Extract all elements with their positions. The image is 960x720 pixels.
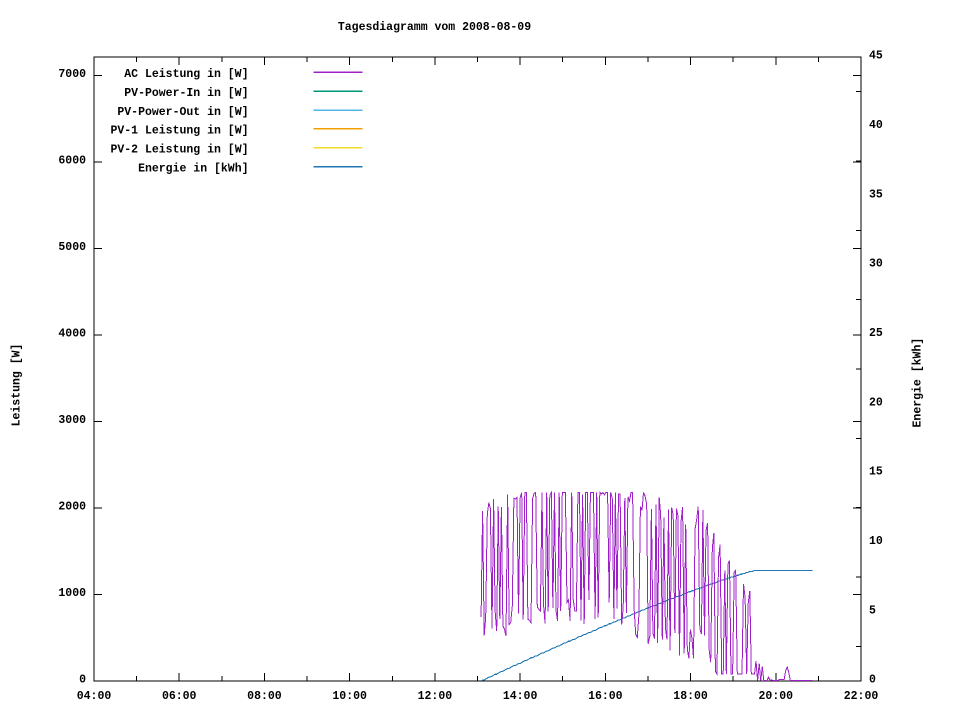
svg-text:5000: 5000 <box>58 241 86 254</box>
svg-text:40: 40 <box>869 119 883 132</box>
svg-text:PV-1 Leistung in [W]: PV-1 Leistung in [W] <box>110 125 248 138</box>
svg-text:20:00: 20:00 <box>759 690 794 703</box>
svg-text:35: 35 <box>869 188 883 201</box>
svg-text:12:00: 12:00 <box>418 690 453 703</box>
svg-text:08:00: 08:00 <box>247 690 282 703</box>
svg-text:7000: 7000 <box>58 68 86 81</box>
svg-text:4000: 4000 <box>58 328 86 341</box>
svg-text:22:00: 22:00 <box>844 690 879 703</box>
svg-text:30: 30 <box>869 258 883 271</box>
svg-text:Tagesdiagramm vom 2008-08-09: Tagesdiagramm vom 2008-08-09 <box>338 21 531 34</box>
svg-text:AC Leistung in [W]: AC Leistung in [W] <box>124 68 248 81</box>
svg-text:PV-Power-In in [W]: PV-Power-In in [W] <box>124 87 248 100</box>
svg-text:Energie in [kWh]: Energie in [kWh] <box>138 162 248 175</box>
svg-text:PV-Power-Out in [W]: PV-Power-Out in [W] <box>117 106 248 119</box>
svg-text:PV-2 Leistung in [W]: PV-2 Leistung in [W] <box>110 144 248 157</box>
svg-text:45: 45 <box>869 50 883 63</box>
svg-text:3000: 3000 <box>58 414 86 427</box>
svg-text:1000: 1000 <box>58 587 86 600</box>
svg-text:2000: 2000 <box>58 501 86 514</box>
svg-text:25: 25 <box>869 327 883 340</box>
svg-text:15: 15 <box>869 466 883 479</box>
svg-text:Energie [kWh]: Energie [kWh] <box>912 338 925 428</box>
svg-text:Leistung [W]: Leistung [W] <box>11 344 24 427</box>
svg-text:06:00: 06:00 <box>162 690 197 703</box>
svg-text:6000: 6000 <box>58 155 86 168</box>
svg-text:10: 10 <box>869 535 883 548</box>
svg-text:04:00: 04:00 <box>77 690 112 703</box>
svg-text:5: 5 <box>869 604 876 617</box>
svg-text:10:00: 10:00 <box>332 690 367 703</box>
svg-text:16:00: 16:00 <box>588 690 623 703</box>
svg-text:0: 0 <box>79 674 86 687</box>
svg-text:0: 0 <box>869 674 876 687</box>
svg-text:14:00: 14:00 <box>503 690 538 703</box>
svg-text:18:00: 18:00 <box>673 690 708 703</box>
svg-text:20: 20 <box>869 396 883 409</box>
